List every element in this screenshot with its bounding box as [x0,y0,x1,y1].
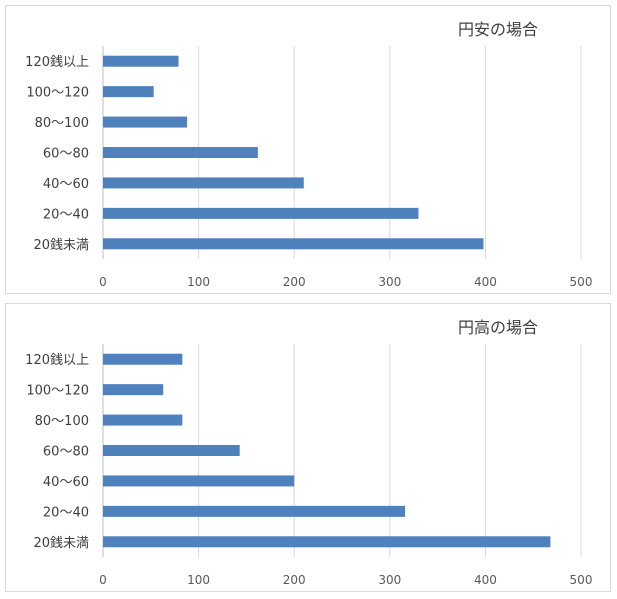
bar [103,116,188,128]
x-tick-label: 0 [99,573,107,587]
x-tick-label: 300 [378,573,401,587]
bar [103,353,183,365]
x-tick-label: 300 [378,275,401,289]
category-label: 40～60 [43,475,89,490]
category-label: 120銭以上 [25,353,89,368]
bar [103,414,183,426]
bar [103,207,419,219]
chart-yen-weak: 円安の場合 0 100 200 300 400 500 120銭以上 100～120 80～100… [25,20,593,289]
bar [103,147,258,158]
x-tick-label: 200 [283,275,306,289]
bar [103,55,179,67]
category-label: 60～80 [43,147,89,162]
x-tick-label: 100 [187,275,210,289]
x-tick-label: 0 [99,275,107,289]
x-tick-label: 200 [283,573,306,587]
category-label: 40～60 [43,177,89,192]
category-label: 20銭未満 [33,536,89,551]
category-label: 80～100 [35,116,89,131]
x-tick-label: 400 [474,573,497,587]
bar [103,445,240,456]
x-tick-label: 100 [187,573,210,587]
chart-panel-yen-weak: 円安の場合 0 100 200 300 400 500 120銭以上 100～120 80～100… [5,5,611,294]
bar [103,475,295,487]
bar [103,238,484,250]
category-label: 100～120 [26,384,89,399]
bar [103,505,406,517]
category-label: 60～80 [43,445,89,460]
x-tick-label: 500 [570,275,593,289]
x-tick-label: 400 [474,275,497,289]
x-tick-label: 500 [570,573,593,587]
category-label: 120銭以上 [25,55,89,70]
category-label: 20～40 [43,505,89,520]
bar [103,177,304,189]
chart-title: 円高の場合 [458,318,538,337]
chart-yen-strong: 円高の場合 0 100 200 300 400 500 120銭以上 100～120 80～100… [25,318,593,587]
category-label: 20～40 [43,207,89,222]
category-label: 100～120 [26,86,89,101]
chart-panel-yen-strong: 円高の場合 0 100 200 300 400 500 120銭以上 100～120 80～100… [5,303,611,592]
bar [103,384,164,396]
category-label: 80～100 [35,414,89,429]
category-label: 20銭未満 [33,238,89,253]
bar [103,536,551,548]
bar [103,86,154,98]
chart-title: 円安の場合 [458,20,538,39]
